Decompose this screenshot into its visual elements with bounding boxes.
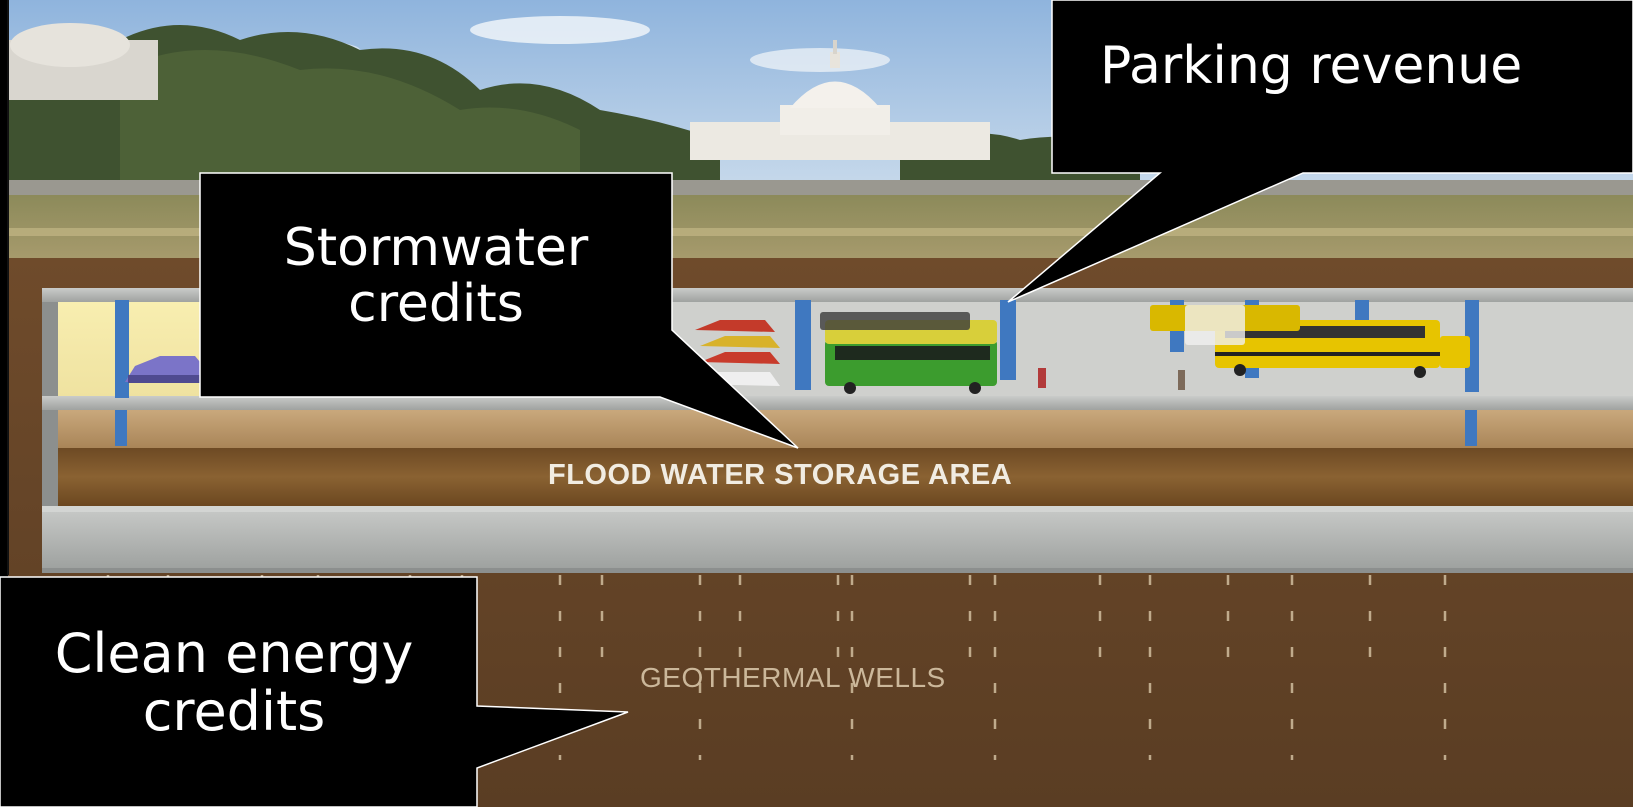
callout-stormwater xyxy=(199,172,799,449)
parked-buses xyxy=(820,305,1470,394)
capitol-building xyxy=(690,40,990,160)
callout-clean-energy-text: Clean energy credits xyxy=(54,622,414,744)
callout-stormwater-text: Stormwater credits xyxy=(283,218,589,335)
callout-parking xyxy=(1007,0,1633,303)
flood-storage-area xyxy=(58,448,1633,506)
geothermal-wells-label: GEOTHERMAL WELLS xyxy=(640,662,946,693)
callout-clean-energy xyxy=(0,576,629,807)
callout-parking-text: Parking revenue xyxy=(1100,36,1523,96)
flood-storage-label: FLOOD WATER STORAGE AREA xyxy=(548,459,1013,491)
